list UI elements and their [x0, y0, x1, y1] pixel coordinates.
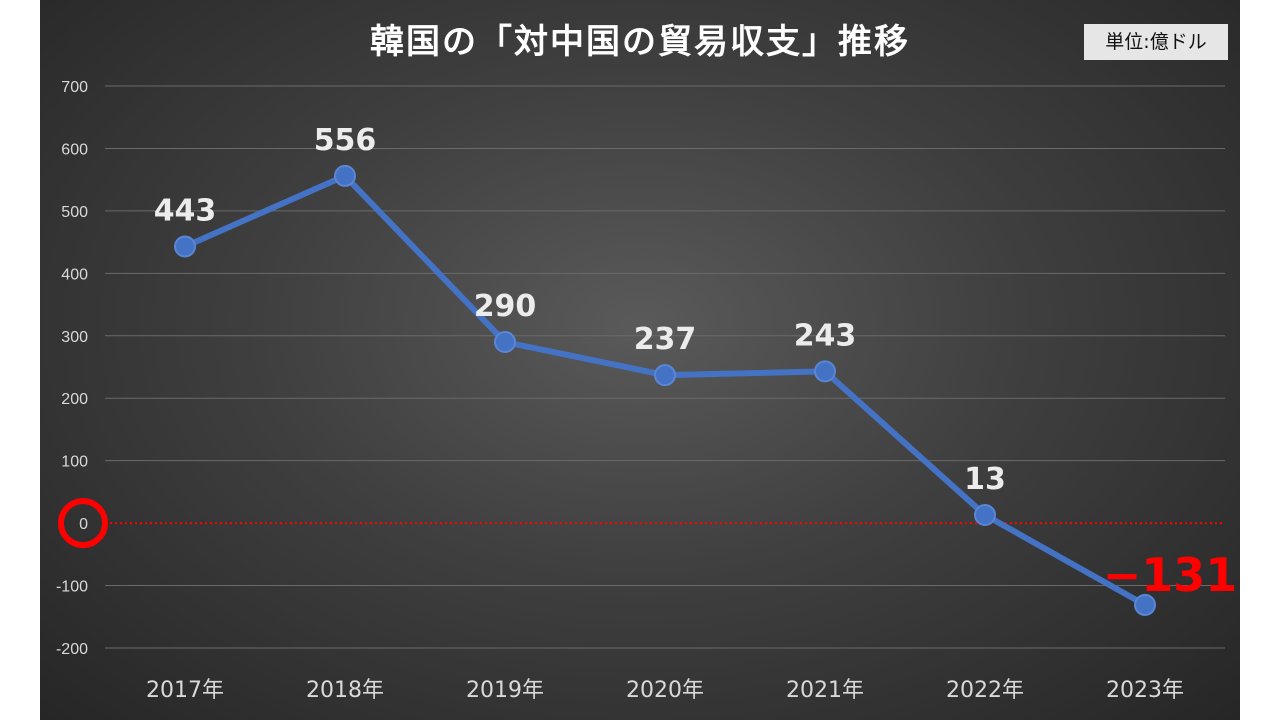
chart-title: 韓国の「対中国の貿易収支」推移	[370, 22, 910, 62]
chart-panel: 700 600 500 400 300 200 100 0 -100 -200 443 556 290…	[40, 0, 1240, 720]
data-point	[654, 364, 676, 387]
y-tick-label: 500	[61, 204, 88, 221]
x-tick-label: 2017年	[146, 678, 224, 703]
y-tick-label: 0	[79, 516, 88, 533]
data-point	[334, 164, 356, 187]
data-label: 13	[964, 462, 1006, 497]
data-points	[174, 164, 1156, 616]
y-tick-label: -200	[56, 641, 88, 658]
y-tick-label: 100	[61, 454, 88, 471]
y-tick-label: 300	[61, 329, 88, 346]
y-axis-ticks: 700 600 500 400 300 200 100 0 -100 -200	[56, 79, 88, 658]
y-tick-label: 600	[61, 141, 88, 158]
data-label: 443	[154, 193, 217, 228]
x-tick-label: 2020年	[626, 678, 704, 703]
data-labels: 443 556 290 237 243 13 −131	[154, 123, 1238, 602]
y-tick-label: -100	[56, 579, 88, 596]
grid-lines	[105, 85, 1225, 649]
data-label: 237	[634, 322, 697, 357]
series-line	[182, 172, 1148, 608]
data-point	[174, 235, 196, 258]
x-tick-label: 2023年	[1106, 678, 1184, 703]
x-axis-ticks: 2017年 2018年 2019年 2020年 2021年 2022年 2023年	[146, 678, 1184, 703]
y-tick-label: 400	[61, 266, 88, 283]
x-tick-label: 2019年	[466, 678, 544, 703]
data-label: 556	[314, 123, 377, 158]
data-label: 290	[474, 289, 537, 324]
x-tick-label: 2022年	[946, 678, 1024, 703]
data-point	[974, 503, 996, 526]
line-chart: 700 600 500 400 300 200 100 0 -100 -200 443 556 290…	[56, 79, 1238, 703]
data-point	[814, 360, 836, 383]
x-tick-label: 2018年	[306, 678, 384, 703]
y-tick-label: 200	[61, 391, 88, 408]
data-label: 243	[794, 318, 857, 353]
data-point	[1134, 593, 1156, 616]
series-line-group	[182, 172, 1148, 608]
unit-label: 単位:億ドル	[1084, 24, 1228, 60]
x-tick-label: 2021年	[786, 678, 864, 703]
zero-line-group	[58, 498, 1225, 549]
zero-highlight-circle	[58, 498, 108, 549]
data-point	[494, 331, 516, 354]
data-label: −131	[1103, 548, 1238, 602]
y-tick-label: 700	[61, 79, 88, 96]
